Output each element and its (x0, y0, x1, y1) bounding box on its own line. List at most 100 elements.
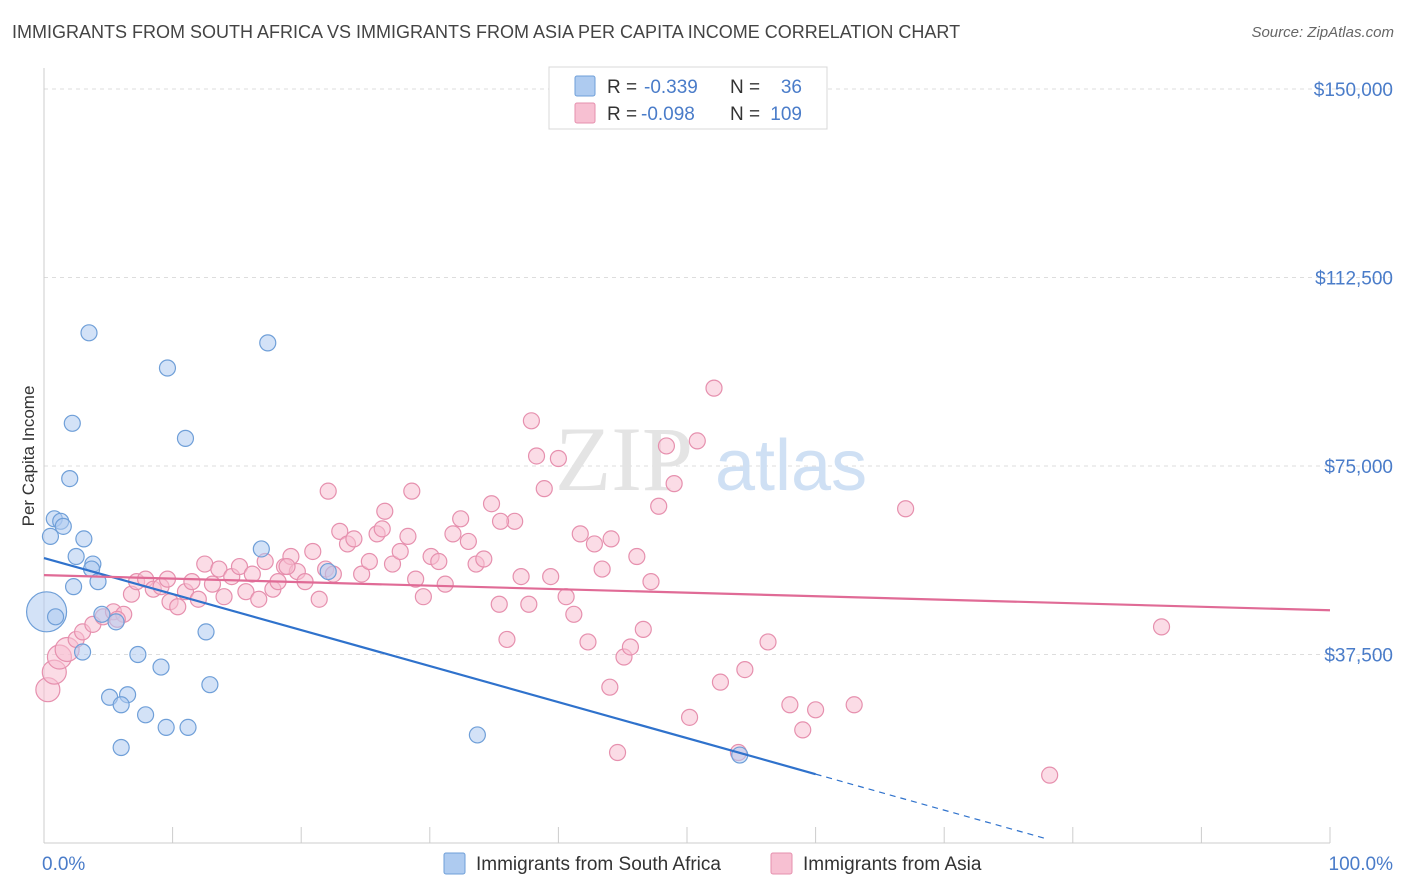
legend-r-value-2: -0.098 (641, 104, 695, 125)
asia-point-88 (705, 379, 723, 397)
asia-point-57 (459, 532, 477, 551)
asia-point-81 (634, 620, 652, 638)
asia-point-100 (522, 412, 540, 430)
south-africa-point-28 (157, 718, 175, 736)
asia-point-79 (621, 638, 640, 656)
y-tick-labels: $37,500 $75,000 $112,500 $150,000 (1314, 80, 1393, 666)
south-africa-point-7 (63, 414, 81, 432)
asia-point-106 (278, 557, 296, 576)
legend-box: R = -0.339 N = 36 R = -0.098 N = 109 (548, 66, 828, 130)
south-africa-point-10 (259, 334, 277, 352)
south-africa-point-17 (93, 605, 111, 623)
asia-point-97 (897, 500, 915, 518)
south-africa-point-9 (176, 429, 195, 447)
asia-point-96 (845, 696, 863, 714)
south-africa-point-30 (112, 738, 130, 757)
asia-point-93 (781, 696, 799, 714)
bottom-legend-swatch-pink (770, 852, 793, 875)
legend-r-label-2: R = (607, 104, 637, 125)
legend-n-label-1: N = (730, 77, 760, 98)
asia-point-49 (399, 527, 417, 545)
chart-source: Source: ZipAtlas.com (1251, 24, 1394, 41)
asia-point-84 (657, 437, 676, 455)
asia-point-99 (1152, 618, 1171, 636)
y-tick-label-0: $37,500 (1324, 646, 1393, 667)
asia-point-16 (169, 598, 187, 616)
bottom-legend: Immigrants from South Africa Immigrants … (443, 852, 982, 875)
south-africa-point-15 (64, 578, 83, 596)
south-africa-point-26 (112, 696, 130, 714)
asia-point-47 (383, 555, 402, 573)
south-africa-point-18 (107, 613, 125, 631)
south-africa-point-33 (468, 726, 486, 744)
asia-point-82 (642, 573, 660, 591)
asia-point-98 (1041, 766, 1059, 784)
legend-swatch-pink (574, 102, 596, 124)
south-africa-point-5 (80, 324, 98, 342)
asia-point-54 (436, 575, 454, 593)
asia-point-23 (215, 588, 233, 606)
asia-point-26 (237, 583, 255, 601)
chart-title: IMMIGRANTS FROM SOUTH AFRICA VS IMMIGRAN… (12, 22, 961, 42)
asia-point-85 (665, 475, 683, 493)
axes (43, 68, 1331, 844)
y-axis-label: Per Capita Income (19, 386, 38, 527)
y-tick-label-3: $150,000 (1314, 80, 1393, 101)
legend-r-label-1: R = (607, 77, 637, 98)
watermark-atlas: atlas (715, 426, 867, 506)
asia-point-27 (243, 565, 261, 583)
asia-point-28 (250, 590, 268, 608)
trend-extension-blue (815, 773, 1048, 840)
legend-n-label-2: N = (730, 104, 760, 125)
asia-point-74 (585, 535, 604, 553)
asia-point-59 (475, 550, 493, 568)
x-tick-labels: 0.0% 100.0% (42, 854, 1393, 875)
asia-point-37 (310, 590, 328, 608)
trend-line-pink (43, 573, 1331, 612)
south-africa-point-8 (61, 469, 79, 488)
asia-point-55 (444, 525, 462, 543)
asia-point-86 (680, 708, 699, 726)
south-africa-point-22 (152, 658, 170, 676)
asia-point-65 (520, 595, 538, 613)
south-africa-point-27 (136, 706, 155, 724)
asia-point-60 (482, 495, 501, 513)
y-tick-label-2: $112,500 (1315, 269, 1393, 290)
legend-n-value-1: 36 (781, 77, 802, 98)
south-africa-point-31 (252, 540, 270, 558)
asia-point-62 (498, 630, 516, 649)
south-africa-point-21 (197, 623, 215, 641)
asia-point-18 (183, 573, 201, 591)
asia-point-103 (319, 482, 337, 500)
asia-point-92 (759, 633, 777, 651)
asia-point-91 (736, 660, 754, 679)
x-tick-label-1: 100.0% (1329, 854, 1394, 875)
asia-point-68 (542, 568, 560, 586)
asia-point-22 (210, 560, 228, 578)
asia-point-25 (230, 557, 249, 576)
asia-point-48 (391, 542, 409, 561)
south-africa-point-23 (201, 676, 219, 694)
south-africa-point-29 (179, 718, 197, 736)
asia-point-64 (512, 568, 530, 586)
asia-point-73 (579, 633, 597, 651)
legend-r-value-1: -0.339 (644, 77, 698, 98)
series-south-africa-points (25, 324, 749, 764)
asia-point-36 (304, 542, 322, 561)
asia-point-42 (345, 530, 363, 548)
asia-point-87 (688, 432, 706, 450)
south-africa-point-1 (41, 527, 60, 545)
asia-point-89 (711, 673, 730, 691)
asia-point-70 (557, 588, 575, 606)
legend-swatch-blue (574, 75, 596, 97)
asia-point-76 (601, 678, 619, 696)
asia-point-51 (414, 588, 432, 606)
asia-point-104 (491, 512, 510, 530)
asia-point-72 (571, 525, 589, 543)
south-africa-point-4 (54, 517, 72, 535)
asia-point-67 (535, 480, 553, 498)
south-africa-point-20 (129, 645, 147, 664)
asia-point-56 (452, 510, 470, 528)
trend-line-blue (43, 556, 816, 776)
